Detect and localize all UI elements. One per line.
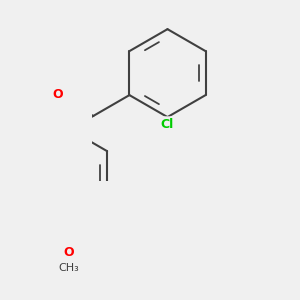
Text: Cl: Cl <box>161 118 174 130</box>
Text: CH₃: CH₃ <box>59 263 80 273</box>
Text: O: O <box>64 246 74 259</box>
Text: O: O <box>52 88 63 101</box>
